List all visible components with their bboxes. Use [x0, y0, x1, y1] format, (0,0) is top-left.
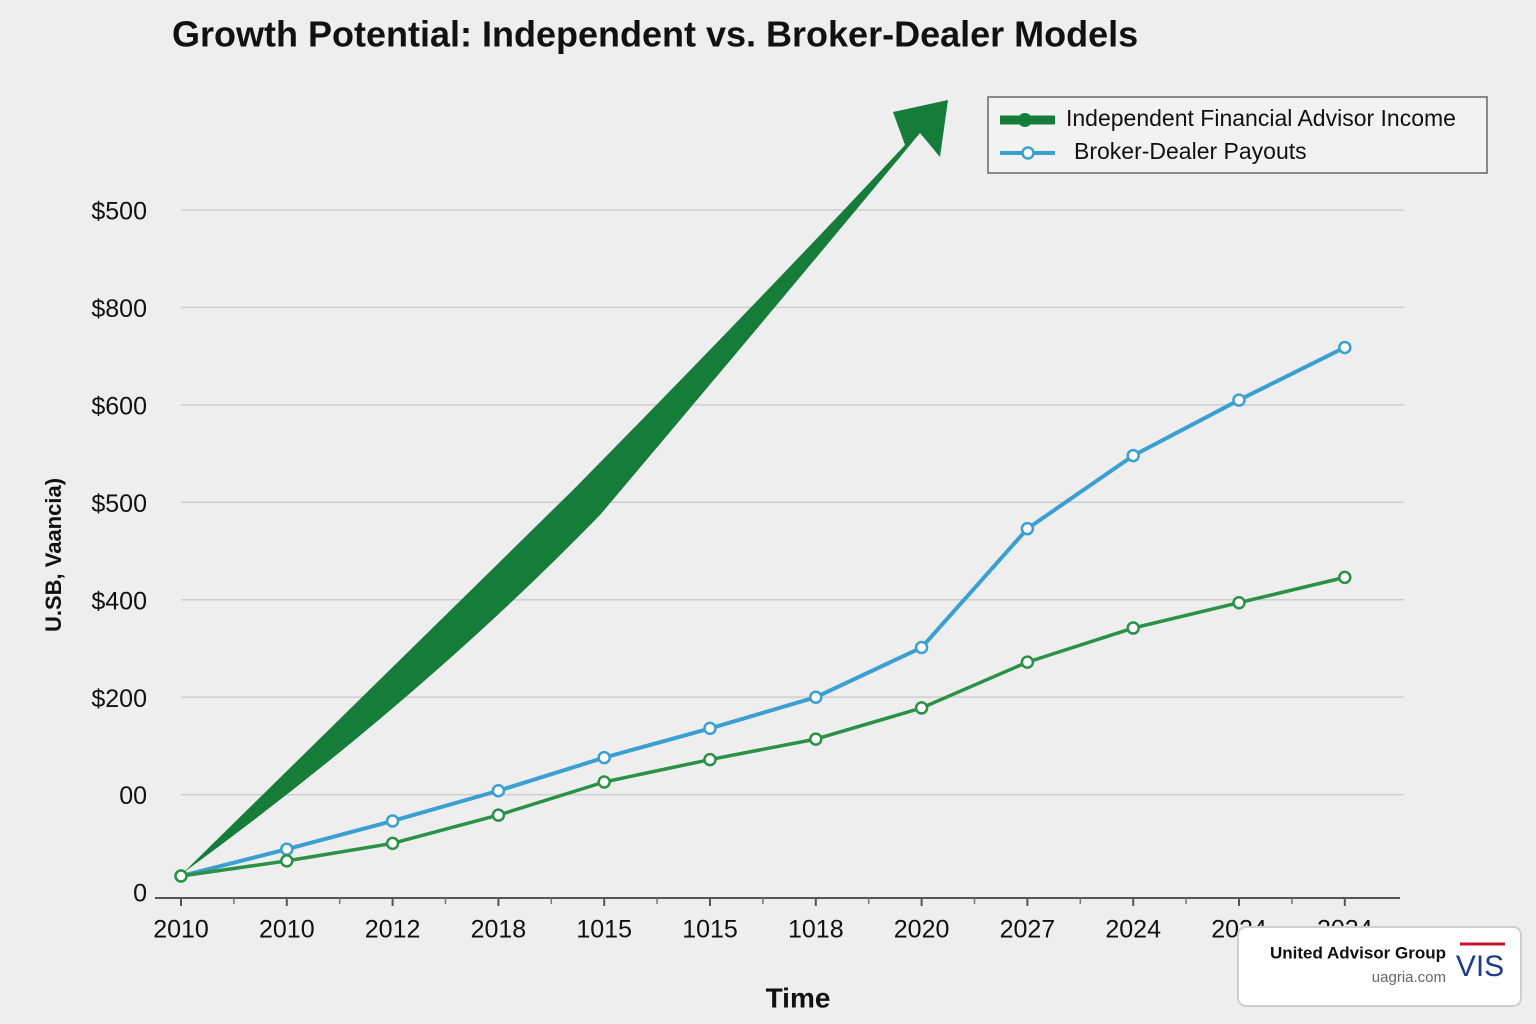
- series-line: [180, 575, 1346, 878]
- data-point: [491, 784, 506, 798]
- x-tick-label: 2010: [153, 916, 209, 944]
- x-tick-label: 2012: [365, 916, 421, 944]
- y-axis-label: U.SB, Vaancia): [41, 478, 66, 632]
- y-tick-label: $500: [91, 490, 147, 518]
- legend-box: [987, 96, 1488, 174]
- x-tick-label: 1018: [788, 916, 844, 944]
- y-tick-label: 0: [133, 880, 147, 908]
- data-point: [280, 854, 294, 868]
- watermark-box: [1237, 926, 1522, 1007]
- data-point: [1338, 570, 1352, 585]
- legend-marker: [1021, 146, 1035, 160]
- legend-label: Independent Financial Advisor Income: [1066, 105, 1456, 131]
- x-axis-label: Time: [766, 982, 831, 1013]
- data-point: [1338, 340, 1352, 355]
- y-tick-label: $200: [91, 685, 147, 713]
- watermark-logo: VIS: [1456, 950, 1504, 983]
- watermark-site: uagria.com: [1372, 969, 1446, 986]
- watermark: United Advisor Group uagria.com VIS: [1237, 926, 1522, 1007]
- series-line: [180, 345, 1346, 878]
- watermark-name: United Advisor Group: [1270, 943, 1446, 962]
- chart-title: Growth Potential: Independent vs. Broker…: [172, 14, 1138, 55]
- x-tick-label: 1015: [576, 916, 632, 944]
- legend-marker: [1018, 113, 1032, 127]
- data-point: [809, 732, 823, 746]
- data-point: [597, 750, 611, 765]
- data-point: [597, 775, 611, 789]
- y-tick-label: $500: [91, 198, 147, 226]
- data-point: [1020, 655, 1035, 669]
- data-point: [1126, 448, 1140, 463]
- y-tick-label: $400: [91, 587, 147, 615]
- data-point: [280, 842, 294, 856]
- data-point: [1232, 595, 1246, 610]
- data-point: [1126, 621, 1140, 635]
- y-tick-label: $600: [91, 392, 147, 420]
- x-tick-label: 2018: [471, 916, 527, 944]
- y-tick-label: $800: [91, 295, 147, 323]
- x-tick-label: 2020: [894, 916, 950, 944]
- x-tick-label: 2010: [259, 916, 315, 944]
- x-tick-label: 2027: [1000, 916, 1056, 944]
- data-point: [1232, 393, 1246, 407]
- data-point: [914, 701, 929, 715]
- data-point: [174, 869, 188, 883]
- data-point: [809, 690, 823, 704]
- data-point: [703, 752, 717, 767]
- data-point: [914, 640, 929, 655]
- y-tick-label: 00: [119, 782, 147, 810]
- data-point: [385, 814, 400, 828]
- x-tick-label: 2024: [1105, 916, 1161, 944]
- data-point: [491, 808, 506, 822]
- legend-label: Broker-Dealer Payouts: [1074, 138, 1307, 164]
- x-tick-label: 1015: [682, 916, 738, 944]
- data-point: [703, 721, 717, 736]
- data-point: [385, 836, 400, 851]
- data-point: [1020, 521, 1035, 536]
- legend: Independent Financial Advisor Income Bro…: [987, 96, 1488, 174]
